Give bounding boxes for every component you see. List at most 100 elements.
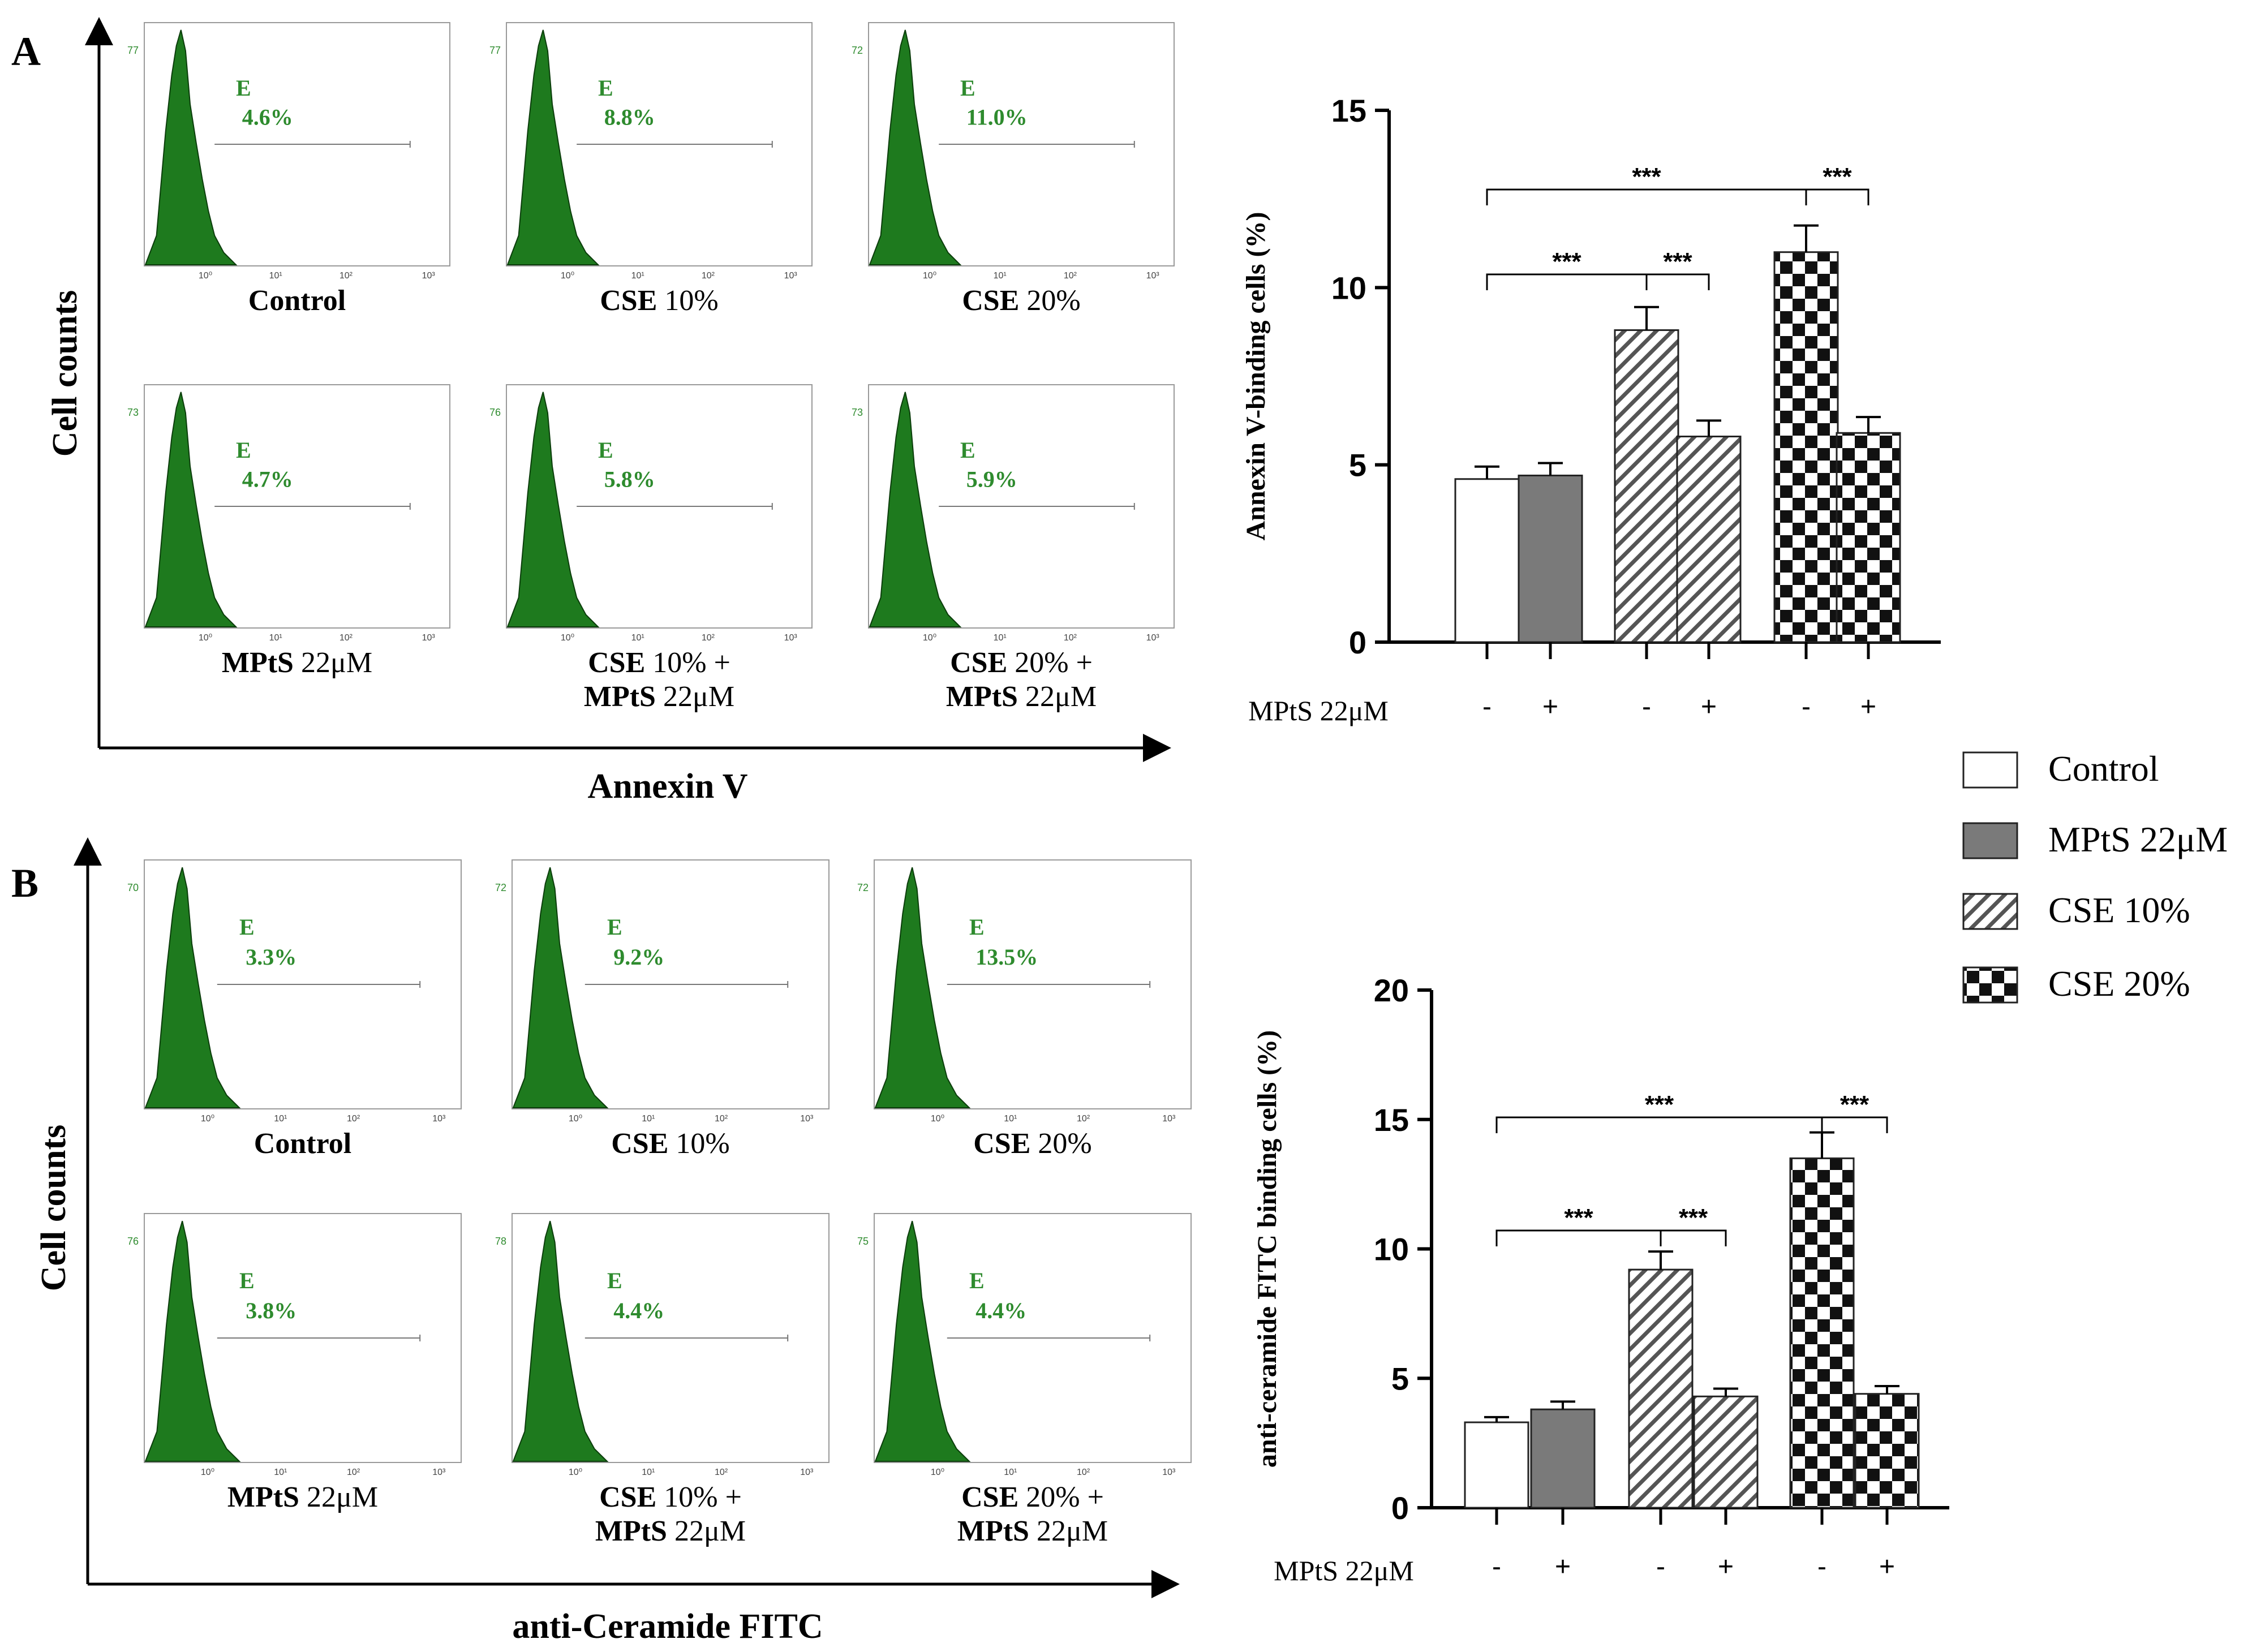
histogram-caption: CSE 10% — [611, 1128, 729, 1160]
histogram-x-tick: 10¹ — [1004, 1468, 1017, 1477]
gate-label: E — [607, 914, 622, 940]
y-tick-label: 5 — [1391, 1361, 1409, 1396]
histogram-panel: 72 10⁰ 10¹ 10² 10³ E 13.5% CSE 20% — [857, 859, 1192, 1160]
gate-percent: 5.8% — [604, 467, 655, 492]
gate-percent: 4.4% — [975, 1298, 1026, 1323]
histogram-x-tick: 10¹ — [269, 271, 282, 281]
histogram-peak — [506, 29, 600, 265]
caption-bold: MPtS — [595, 1515, 667, 1547]
caption-bold: MPtS — [957, 1515, 1029, 1547]
gate-label: E — [239, 914, 255, 940]
bar — [1464, 1421, 1529, 1509]
gate-percent: 5.9% — [966, 467, 1017, 492]
caption-bold: MPtS — [227, 1481, 299, 1513]
histogram-caption: CSE 20% — [962, 285, 1080, 317]
significance-label: *** — [1679, 1204, 1708, 1232]
caption-rest: 10% + — [656, 1481, 742, 1513]
histogram-panel: 77 10⁰ 10¹ 10² 10³ E 4.6% Control — [127, 22, 450, 317]
significance-bracket — [1821, 1116, 1888, 1133]
gate-label: E — [960, 437, 975, 463]
treatment-sign: + — [1879, 1552, 1895, 1582]
bar — [1854, 1393, 1920, 1509]
treatment-row-label: MPtS 22μM — [1248, 695, 1389, 726]
treatment-sign: + — [1701, 692, 1717, 722]
histogram-ymax-label: 75 — [857, 1236, 869, 1247]
treatment-sign: - — [1656, 1552, 1665, 1582]
significance-bracket — [1645, 273, 1710, 290]
histogram-ymax-label: 72 — [857, 882, 869, 893]
histogram-ymax-label: 73 — [127, 407, 139, 418]
histogram-x-tick: 10¹ — [631, 271, 644, 281]
histogram-x-tick: 10² — [702, 271, 715, 281]
histogram-panel: 70 10⁰ 10¹ 10² 10³ E 3.3% Control — [127, 859, 462, 1160]
panel-b-y-axis-label: Cell counts — [35, 1125, 73, 1292]
histogram-ymax-label: 72 — [495, 882, 506, 893]
significance-bracket — [1495, 1229, 1662, 1246]
y-tick-label: 20 — [1374, 973, 1409, 1008]
histogram-x-tick: 10¹ — [642, 1114, 655, 1124]
bar — [1676, 436, 1742, 643]
histogram-ymax-label: 72 — [852, 45, 863, 56]
legend-label: Control — [2048, 748, 2159, 789]
histogram-x-tick: 10³ — [800, 1114, 814, 1124]
significance-bracket — [1486, 273, 1648, 290]
treatment-row-label: MPtS 22μM — [1274, 1555, 1414, 1586]
caption-bold: CSE — [961, 1481, 1018, 1513]
caption-bold: MPtS — [946, 681, 1018, 713]
histogram-x-tick: 10¹ — [994, 633, 1007, 643]
significance-label: *** — [1552, 248, 1581, 276]
gate-percent: 11.0% — [966, 105, 1028, 130]
caption-bold: CSE — [599, 1481, 656, 1513]
gate-percent: 9.2% — [613, 944, 664, 970]
y-tick-label: 15 — [1374, 1102, 1409, 1138]
treatment-sign: - — [1492, 1552, 1501, 1582]
histogram-x-tick: 10⁰ — [923, 633, 936, 643]
histogram-peak — [506, 392, 600, 627]
histogram-caption-line2: MPtS 22μM — [584, 681, 734, 713]
histogram-panel: 72 10⁰ 10¹ 10² 10³ E 9.2% CSE 10% — [495, 859, 830, 1160]
bar — [1773, 251, 1839, 643]
histogram-caption: CSE 20% + — [950, 647, 1093, 679]
histogram-x-tick: 10⁰ — [561, 271, 574, 281]
histogram-x-tick: 10² — [347, 1468, 360, 1477]
gate-label: E — [607, 1268, 622, 1293]
legend-label: CSE 10% — [2048, 890, 2190, 930]
histogram-ymax-label: 77 — [127, 45, 139, 56]
histogram-x-tick: 10³ — [784, 633, 798, 643]
significance-bracket — [1486, 188, 1807, 205]
histogram-x-tick: 10⁰ — [923, 271, 936, 281]
legend-label: MPtS 22μM — [2048, 819, 2228, 859]
histogram-peak — [874, 867, 971, 1108]
panel-b-letter: B — [11, 861, 38, 906]
significance-label: *** — [1663, 248, 1692, 276]
histogram-x-tick: 10⁰ — [199, 633, 212, 643]
caption-rest: 20% + — [1018, 1481, 1104, 1513]
y-axis-label: anti-ceramide FITC binding cells (%) — [1252, 1030, 1282, 1468]
bar — [1454, 478, 1520, 643]
histogram-x-tick: 10³ — [422, 271, 436, 281]
caption-bold: CSE — [600, 285, 657, 317]
treatment-sign: - — [1802, 692, 1811, 722]
histogram-x-tick: 10³ — [422, 633, 436, 643]
histogram-panel: 72 10⁰ 10¹ 10² 10³ E 11.0% CSE 20% — [852, 22, 1175, 317]
bar — [1614, 329, 1679, 643]
histogram-caption: CSE 10% + — [588, 647, 730, 679]
legend-swatch — [1962, 893, 2018, 930]
panel-a-bar-chart: 0 5 10 15 Annexin V-binding cells (%) - + - + - + M… — [1241, 93, 1941, 726]
caption-bold: CSE — [962, 285, 1019, 317]
significance-label: *** — [1645, 1091, 1674, 1118]
gate-percent: 4.7% — [242, 467, 293, 492]
histogram-x-tick: 10³ — [1162, 1468, 1176, 1477]
panel-a-x-axis-label: Annexin V — [587, 767, 747, 806]
gate-label: E — [969, 914, 985, 940]
caption-bold: MPtS — [584, 681, 656, 713]
panel-b-x-axis-label: anti-Ceramide FITC — [512, 1607, 823, 1646]
histogram-ymax-label: 76 — [489, 407, 501, 418]
histogram-panel: 76 10⁰ 10¹ 10² 10³ E 5.8% CSE 10% +MPtS 22μM — [489, 384, 813, 713]
histogram-caption: CSE 20% + — [961, 1481, 1104, 1513]
gate-percent: 3.3% — [246, 944, 296, 970]
histogram-x-tick: 10¹ — [274, 1114, 287, 1124]
caption-bold: MPtS — [222, 647, 294, 679]
caption-bold: CSE — [950, 647, 1007, 679]
